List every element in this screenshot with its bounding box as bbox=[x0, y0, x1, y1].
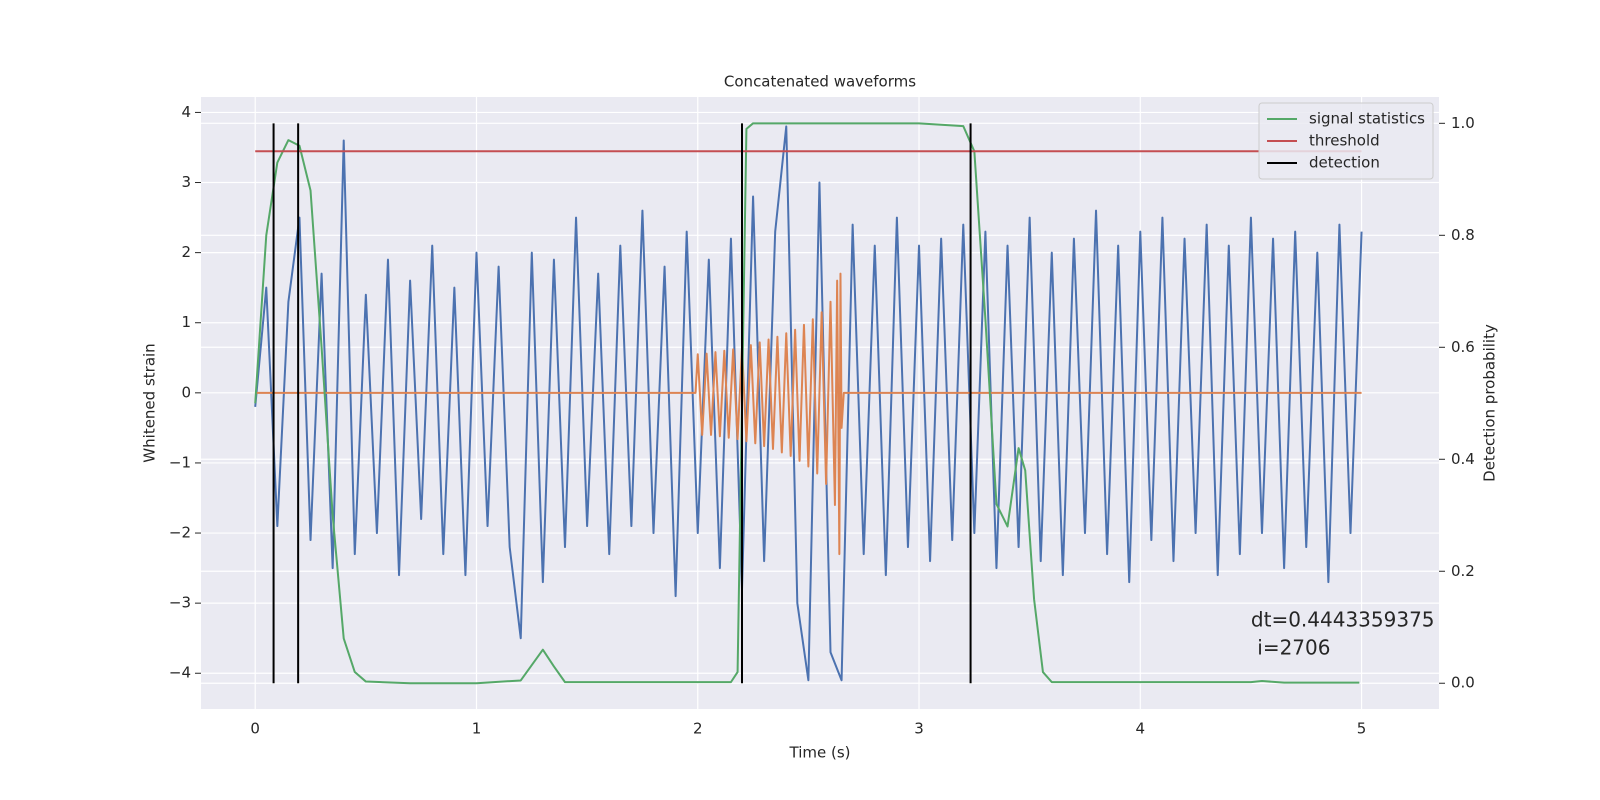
legend-label: signal statistics bbox=[1309, 110, 1425, 128]
annotation: dt=0.4443359375 i=2706 bbox=[1251, 607, 1435, 659]
series-line bbox=[255, 272, 1362, 556]
legend-box bbox=[1258, 102, 1434, 180]
y-tick-label: −2 bbox=[169, 524, 191, 542]
y2-tick-label: 0.2 bbox=[1451, 562, 1475, 580]
series-line bbox=[254, 125, 1363, 682]
y-tick-label: −4 bbox=[169, 664, 191, 682]
y2-tick-label: 0.4 bbox=[1451, 450, 1475, 468]
y-tick-label: −1 bbox=[169, 453, 191, 471]
y2-tick-label: 0.8 bbox=[1451, 226, 1475, 244]
y-axis-label: Whitened strain bbox=[141, 343, 159, 462]
y2-tick-label: 0.0 bbox=[1451, 674, 1475, 692]
x-tick-label: 5 bbox=[1357, 720, 1367, 738]
series-line bbox=[254, 122, 1360, 685]
annotation-line: i=2706 bbox=[1251, 635, 1331, 659]
chart-title: Concatenated waveforms bbox=[724, 73, 916, 91]
x-tick-label: 4 bbox=[1136, 720, 1146, 738]
x-tick-label: 1 bbox=[472, 720, 482, 738]
y-tick-label: 0 bbox=[181, 383, 191, 401]
y2-tick-label: 1.0 bbox=[1451, 114, 1475, 132]
x-tick-label: 2 bbox=[693, 720, 703, 738]
x-axis-label: Time (s) bbox=[789, 744, 851, 762]
y-tick-label: 3 bbox=[181, 173, 191, 191]
legend-label: threshold bbox=[1309, 132, 1380, 150]
y2-axis-label: Detection probability bbox=[1481, 324, 1499, 482]
y2-tick-label: 0.6 bbox=[1451, 338, 1475, 356]
x-tick-label: 3 bbox=[914, 720, 924, 738]
plot-area bbox=[201, 97, 1439, 709]
y-tick-label: 4 bbox=[181, 103, 191, 121]
annotation-line: dt=0.4443359375 bbox=[1251, 607, 1435, 631]
x-tick-label: 0 bbox=[250, 720, 260, 738]
y-tick-label: 1 bbox=[181, 313, 191, 331]
y-tick-label: −3 bbox=[169, 594, 191, 612]
legend-label: detection bbox=[1309, 154, 1380, 172]
y-tick-label: 2 bbox=[181, 243, 191, 261]
